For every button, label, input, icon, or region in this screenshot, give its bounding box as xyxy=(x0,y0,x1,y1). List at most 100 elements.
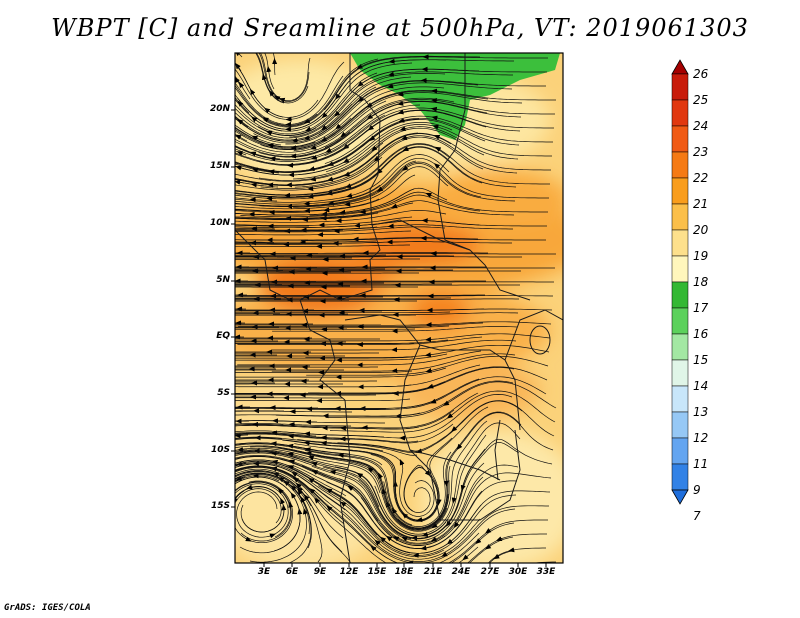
streamline-arrow xyxy=(300,496,306,503)
streamline-arrow xyxy=(453,521,460,529)
lon-label: 6E xyxy=(285,567,299,577)
streamline-arrow xyxy=(346,192,353,198)
lon-label: 27E xyxy=(480,567,500,577)
streamline-arrow xyxy=(432,124,439,130)
streamline-arrow xyxy=(340,131,347,138)
lon-label: 15E xyxy=(367,567,387,577)
streamline-arrow xyxy=(484,544,492,550)
streamline-arrow xyxy=(430,536,438,542)
colorbar-bottom-arrow xyxy=(671,489,689,505)
streamline-arrow xyxy=(304,447,312,453)
streamline-arrow xyxy=(402,165,409,171)
streamline-arrow xyxy=(397,100,404,106)
lat-label: 15S xyxy=(210,501,230,511)
map-frame xyxy=(234,52,564,564)
streamline-arrow xyxy=(245,536,252,542)
colorbar-segment xyxy=(671,359,689,387)
streamline-arrow xyxy=(303,494,310,501)
streamline-arrow xyxy=(369,135,376,142)
colorbar-segment xyxy=(671,73,689,101)
streamline-arrow xyxy=(251,167,259,173)
streamline-arrow xyxy=(321,124,328,131)
streamline-arrow xyxy=(280,497,286,505)
streamline-arrow xyxy=(274,95,281,101)
streamline-arrow xyxy=(371,145,378,152)
streamline-arrow xyxy=(475,538,482,545)
streamline-arrow xyxy=(399,126,406,132)
lat-label: 10S xyxy=(210,445,230,455)
streamline-arrow xyxy=(269,533,276,539)
streamline-arrow xyxy=(329,469,337,475)
colorbar-segment xyxy=(671,125,689,153)
streamline-arrow xyxy=(327,161,334,166)
streamline-arrow xyxy=(270,450,278,456)
grads-credit: GrADS: IGES/COLA xyxy=(4,603,91,613)
streamline-arrow xyxy=(401,512,409,519)
streamline-arrow xyxy=(367,467,374,473)
streamline-arrow xyxy=(236,461,243,467)
colorbar-label: 25 xyxy=(693,93,709,107)
country-border xyxy=(299,299,346,401)
streamline-arrow xyxy=(356,472,364,479)
streamline-arrow xyxy=(430,398,437,404)
lon-label: 9E xyxy=(313,567,327,577)
streamline-arrow xyxy=(462,554,469,561)
country-border xyxy=(409,449,501,481)
streamline-arrow xyxy=(235,165,242,171)
streamline-arrow xyxy=(251,135,259,141)
streamline-arrow xyxy=(451,426,458,432)
streamline-arrow xyxy=(356,64,364,70)
colorbar-segment xyxy=(671,281,689,309)
streamline-arrow xyxy=(374,539,381,546)
streamline-arrow xyxy=(343,171,351,177)
lat-label: 10N xyxy=(209,218,230,228)
streamline-arrow xyxy=(267,143,274,149)
colorbar-label: 21 xyxy=(693,197,709,211)
colorbar-segment xyxy=(671,333,689,361)
streamline-arrow xyxy=(347,485,354,492)
streamline-arrow xyxy=(425,367,432,373)
country-border xyxy=(235,229,291,301)
streamline-arrow xyxy=(235,476,243,481)
colorbar-segment xyxy=(671,177,689,205)
wbpt-region xyxy=(420,430,563,563)
streamline-arrow xyxy=(391,203,398,209)
colorbar-label: 26 xyxy=(693,67,709,81)
map-plot-area xyxy=(235,53,563,563)
streamline-arrow xyxy=(402,146,409,151)
colorbar-segment xyxy=(671,99,689,127)
colorbar-top-arrow xyxy=(671,59,689,75)
streamline-arrow xyxy=(340,501,347,508)
streamline-arrow xyxy=(508,547,515,553)
colorbar-label: 24 xyxy=(693,119,709,133)
streamline-arrow xyxy=(309,488,316,494)
streamline-arrow xyxy=(308,477,315,484)
streamline-arrow xyxy=(314,497,320,504)
streamline-arrow xyxy=(304,126,312,132)
streamline-arrow xyxy=(446,412,454,419)
streamline-arrow xyxy=(443,400,450,406)
streamline-arrow xyxy=(397,109,404,115)
lat-label: 15N xyxy=(209,161,230,171)
country-border xyxy=(344,314,470,351)
colorbar-label: 11 xyxy=(693,457,709,471)
streamline-arrow xyxy=(311,470,319,475)
streamline-arrow xyxy=(335,123,342,130)
colorbar-segment xyxy=(671,203,689,231)
streamline-arrow xyxy=(367,124,375,131)
streamline-arrow xyxy=(427,383,434,389)
streamline-arrow xyxy=(431,522,438,529)
lat-label: 20N xyxy=(209,104,230,114)
streamline-arrow xyxy=(288,459,295,465)
streamline-arrow xyxy=(433,163,441,169)
streamline-arrow xyxy=(441,551,448,557)
streamline-arrow xyxy=(433,134,441,140)
streamline-arrow xyxy=(235,76,240,84)
colorbar-label: 20 xyxy=(693,223,709,237)
colorbar-label: 16 xyxy=(693,327,709,341)
streamline-arrow xyxy=(379,536,387,543)
streamline-arrow xyxy=(376,168,383,175)
colorbar-label: 12 xyxy=(693,431,709,445)
streamline-arrow xyxy=(237,118,244,125)
streamline-arrow xyxy=(397,91,404,97)
